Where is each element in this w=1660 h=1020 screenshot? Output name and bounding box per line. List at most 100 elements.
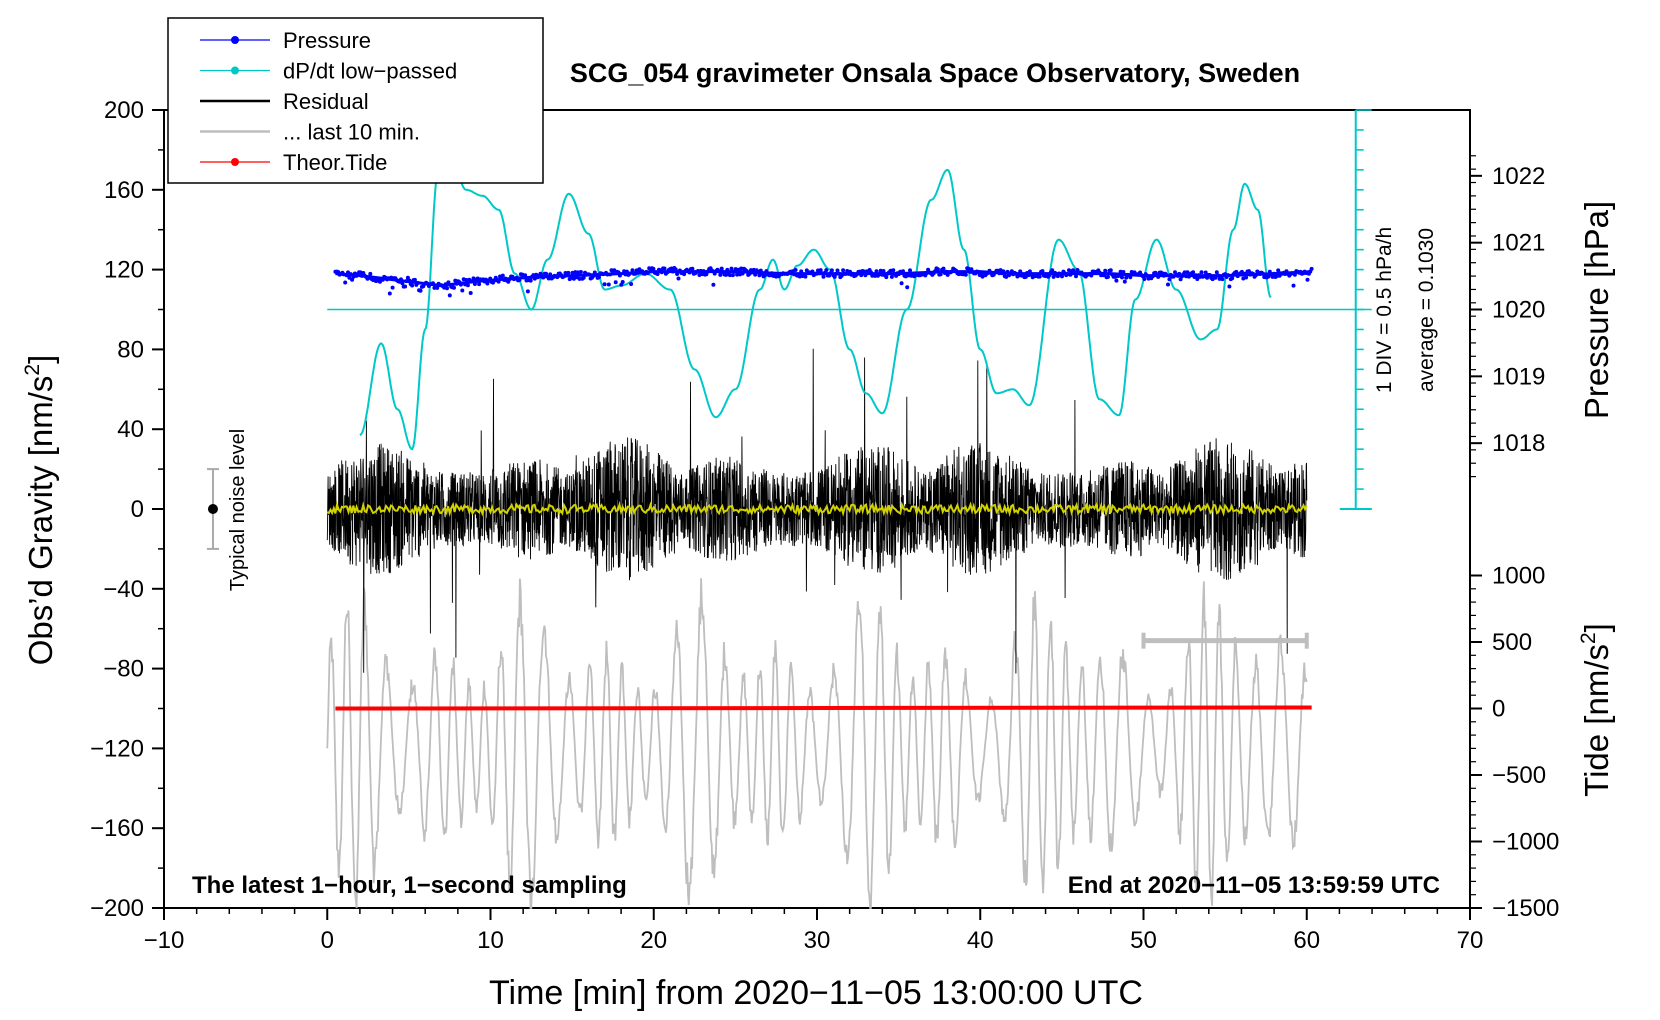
pressure-dot bbox=[675, 272, 680, 276]
pressure-dot bbox=[458, 282, 463, 287]
pressure-dot bbox=[1128, 275, 1133, 280]
pressure-dot bbox=[690, 266, 695, 271]
pressure-dot bbox=[1195, 277, 1200, 281]
pressure-dot bbox=[841, 268, 846, 273]
y-axis-label-pressure: Pressure [hPa] bbox=[1578, 201, 1615, 419]
pressure-dot bbox=[581, 275, 586, 280]
pressure-dot bbox=[587, 272, 592, 277]
pressure-dot bbox=[758, 268, 763, 273]
pressure-dot bbox=[881, 269, 886, 273]
pressure-dot bbox=[602, 282, 607, 287]
dpdt-scale-label: 1 DIV = 0.5 hPa/h bbox=[1373, 227, 1396, 393]
dpdt-series bbox=[359, 138, 1272, 451]
pressure-dot bbox=[696, 269, 700, 273]
pressure-dot bbox=[566, 270, 571, 275]
pressure-dot bbox=[1108, 268, 1113, 273]
pressure-dot bbox=[941, 266, 946, 271]
axes: −10 0 10 20 30 40 50 60 7020016012080400−40−80−1… bbox=[90, 97, 1559, 954]
pressure-dot bbox=[1253, 273, 1258, 278]
pressure-dot bbox=[472, 282, 477, 286]
pressure-dot bbox=[1193, 273, 1198, 278]
pressure-dot bbox=[659, 270, 664, 275]
x-tick-label: 60 bbox=[1293, 927, 1320, 954]
pressure-dot bbox=[1234, 269, 1239, 274]
pressure-dot bbox=[1051, 274, 1056, 279]
pressure-dot bbox=[874, 269, 879, 274]
pressure-dot bbox=[728, 273, 733, 278]
x-tick-label: 0 bbox=[321, 927, 334, 954]
pressure-tick-label: 1018 bbox=[1492, 430, 1545, 457]
pressure-dot bbox=[1089, 273, 1094, 278]
pressure-dot bbox=[403, 284, 408, 289]
pressure-dot bbox=[528, 278, 533, 283]
pressure-dot bbox=[605, 272, 610, 277]
pressure-dot bbox=[418, 288, 423, 293]
pressure-dot bbox=[1120, 275, 1124, 280]
pressure-dot bbox=[1292, 272, 1297, 277]
pressure-dot bbox=[546, 276, 551, 281]
y-tick-label: −40 bbox=[103, 576, 144, 603]
pressure-dot bbox=[460, 288, 465, 293]
pressure-dot bbox=[976, 270, 981, 274]
theor-tide-line bbox=[335, 705, 1312, 711]
residual-smoothed-series bbox=[326, 500, 1308, 518]
pressure-dot bbox=[963, 272, 968, 277]
pressure-dot bbox=[627, 271, 632, 276]
pressure-dot bbox=[452, 285, 456, 290]
pressure-dot bbox=[400, 281, 405, 286]
residual-line bbox=[326, 348, 1308, 674]
pressure-dot bbox=[343, 280, 348, 285]
pressure-tick-label: 1022 bbox=[1492, 163, 1545, 190]
pressure-dot bbox=[610, 271, 615, 276]
pressure-dot bbox=[764, 269, 769, 274]
y-axis-label-tide: Tide [nm/s2] bbox=[1577, 623, 1615, 797]
pressure-dot bbox=[477, 282, 482, 287]
pressure-dot bbox=[637, 267, 642, 272]
pressure-dot bbox=[710, 268, 714, 273]
pressure-dot bbox=[1106, 274, 1110, 279]
pressure-dot bbox=[711, 282, 716, 287]
pressure-dot bbox=[1199, 270, 1204, 275]
residual-smoothed-line bbox=[326, 500, 1308, 518]
pressure-dot bbox=[718, 272, 723, 277]
pressure-dot bbox=[1276, 268, 1281, 273]
annotation-right: End at 2020−11−05 13:59:59 UTC bbox=[1068, 872, 1440, 899]
pressure-dot bbox=[884, 275, 889, 280]
pressure-dot bbox=[1203, 270, 1208, 275]
pressure-dot bbox=[435, 285, 440, 290]
pressure-dot bbox=[387, 291, 392, 296]
tide-tick-label: 0 bbox=[1492, 696, 1505, 723]
pressure-dot bbox=[555, 275, 560, 280]
pressure-dot bbox=[673, 267, 678, 272]
legend-label: ... last 10 min. bbox=[283, 120, 420, 145]
pressure-dot bbox=[1050, 268, 1055, 273]
last-10-min-line bbox=[326, 578, 1308, 909]
y-axis-label-left: Obs’d Gravity [nm/s2] bbox=[21, 355, 59, 666]
x-tick-label: 10 bbox=[477, 927, 504, 954]
pressure-dot bbox=[1270, 274, 1275, 279]
pressure-dot bbox=[1227, 284, 1232, 289]
pressure-dot bbox=[1101, 273, 1106, 278]
y-tick-label: 80 bbox=[117, 336, 144, 363]
pressure-dot bbox=[1246, 269, 1251, 274]
pressure-dot bbox=[716, 269, 721, 274]
pressure-dot bbox=[525, 289, 530, 294]
pressure-dot bbox=[1166, 282, 1170, 287]
pressure-dot bbox=[1272, 271, 1276, 276]
pressure-dot bbox=[803, 274, 808, 279]
pressure-dot bbox=[1177, 271, 1182, 276]
pressure-dot bbox=[629, 282, 634, 286]
pressure-dot bbox=[1068, 272, 1073, 277]
legend-marker bbox=[231, 158, 239, 166]
legend: Pressure dP/dt low−passed Residual ... last… bbox=[167, 17, 544, 184]
dpdt-average-label: average = 0.1030 bbox=[1415, 228, 1438, 392]
pressure-dot bbox=[443, 282, 448, 287]
pressure-dot bbox=[616, 270, 621, 275]
pressure-dot bbox=[1074, 274, 1078, 279]
pressure-dot bbox=[889, 274, 894, 279]
pressure-dot bbox=[347, 275, 352, 280]
pressure-dot bbox=[1260, 271, 1265, 276]
pressure-dot bbox=[390, 285, 395, 290]
theor-tide-series bbox=[335, 705, 1312, 711]
